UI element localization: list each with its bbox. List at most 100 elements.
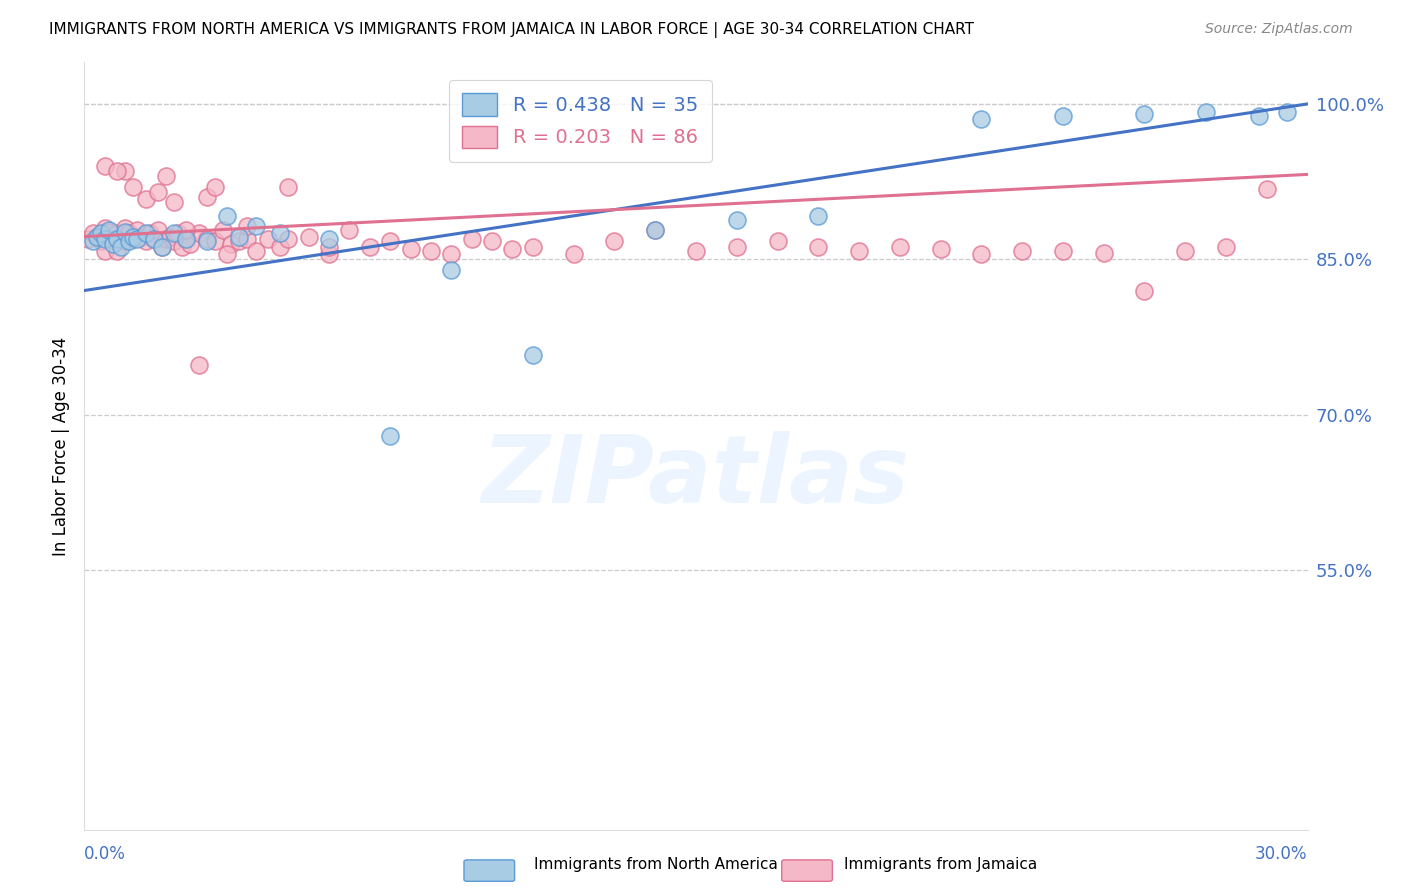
Point xyxy=(502,242,524,256)
Point xyxy=(461,232,484,246)
Point xyxy=(93,232,115,246)
Point xyxy=(159,229,181,244)
FancyBboxPatch shape xyxy=(782,860,832,881)
Point xyxy=(1052,109,1074,123)
Point xyxy=(135,234,157,248)
Point xyxy=(142,232,165,246)
Legend: R = 0.438   N = 35, R = 0.203   N = 86: R = 0.438 N = 35, R = 0.203 N = 86 xyxy=(449,79,711,161)
Point xyxy=(105,232,128,246)
Text: Immigrants from North America: Immigrants from North America xyxy=(534,857,778,872)
Point xyxy=(269,227,291,241)
Point xyxy=(217,209,239,223)
Point xyxy=(138,227,160,241)
Point xyxy=(929,242,952,256)
Point xyxy=(522,348,544,362)
Text: ZIPatlas: ZIPatlas xyxy=(482,431,910,523)
Point xyxy=(380,234,402,248)
Point xyxy=(1011,244,1033,259)
Point xyxy=(1247,109,1270,123)
Point xyxy=(440,247,463,261)
Point xyxy=(1277,105,1299,120)
Point xyxy=(131,229,153,244)
Point xyxy=(163,195,186,210)
Point xyxy=(163,227,186,241)
Point xyxy=(93,159,115,173)
Point xyxy=(1133,107,1156,121)
Point xyxy=(77,232,100,246)
Point xyxy=(277,179,299,194)
Point xyxy=(155,169,177,184)
Point xyxy=(228,234,250,248)
Point xyxy=(187,227,209,241)
Point xyxy=(420,244,443,259)
Point xyxy=(318,232,340,246)
Point xyxy=(1256,182,1278,196)
Point xyxy=(114,234,136,248)
Point xyxy=(179,236,201,251)
Point xyxy=(1052,244,1074,259)
Point xyxy=(380,428,402,442)
Point xyxy=(318,247,340,261)
Point xyxy=(257,232,280,246)
Point xyxy=(644,223,666,237)
Point xyxy=(603,234,626,248)
Point xyxy=(807,209,830,223)
Point xyxy=(114,226,136,240)
Text: Source: ZipAtlas.com: Source: ZipAtlas.com xyxy=(1205,22,1353,37)
Point xyxy=(204,234,226,248)
Point xyxy=(93,244,115,259)
Point xyxy=(127,223,149,237)
Point xyxy=(122,179,145,194)
Point xyxy=(82,227,104,241)
Point xyxy=(766,234,789,248)
Point xyxy=(970,247,993,261)
Point xyxy=(101,232,124,246)
Point xyxy=(163,234,186,248)
Point xyxy=(562,247,585,261)
Point xyxy=(172,240,194,254)
Point xyxy=(889,240,911,254)
Text: 0.0%: 0.0% xyxy=(84,845,127,863)
Point xyxy=(1174,244,1197,259)
Point xyxy=(90,234,112,248)
Point xyxy=(110,229,132,244)
Point xyxy=(97,226,120,240)
Point xyxy=(150,240,173,254)
Point xyxy=(86,229,108,244)
Point xyxy=(118,227,141,241)
Point xyxy=(212,223,235,237)
Point xyxy=(155,232,177,246)
Point xyxy=(440,262,463,277)
Text: 30.0%: 30.0% xyxy=(1256,845,1308,863)
Point xyxy=(644,223,666,237)
Point xyxy=(110,240,132,254)
Point xyxy=(105,227,128,241)
Point xyxy=(725,213,748,227)
Point xyxy=(1195,105,1218,120)
Point xyxy=(105,244,128,259)
Point xyxy=(399,242,422,256)
Point xyxy=(685,244,707,259)
Point xyxy=(97,223,120,237)
Point xyxy=(174,223,197,237)
Point xyxy=(217,247,239,261)
Point xyxy=(228,229,250,244)
Point xyxy=(1092,246,1115,260)
Point xyxy=(82,234,104,248)
Point xyxy=(195,190,218,204)
Point xyxy=(970,112,993,127)
Point xyxy=(277,232,299,246)
Point xyxy=(269,240,291,254)
Point xyxy=(359,240,381,254)
Point xyxy=(318,240,340,254)
FancyBboxPatch shape xyxy=(464,860,515,881)
Point xyxy=(114,221,136,235)
Point xyxy=(298,229,321,244)
Point xyxy=(146,185,169,199)
Point xyxy=(101,236,124,251)
Text: IMMIGRANTS FROM NORTH AMERICA VS IMMIGRANTS FROM JAMAICA IN LABOR FORCE | AGE 30: IMMIGRANTS FROM NORTH AMERICA VS IMMIGRA… xyxy=(49,22,974,38)
Point xyxy=(86,229,108,244)
Point xyxy=(481,234,503,248)
Point xyxy=(90,227,112,241)
Point xyxy=(195,232,218,246)
